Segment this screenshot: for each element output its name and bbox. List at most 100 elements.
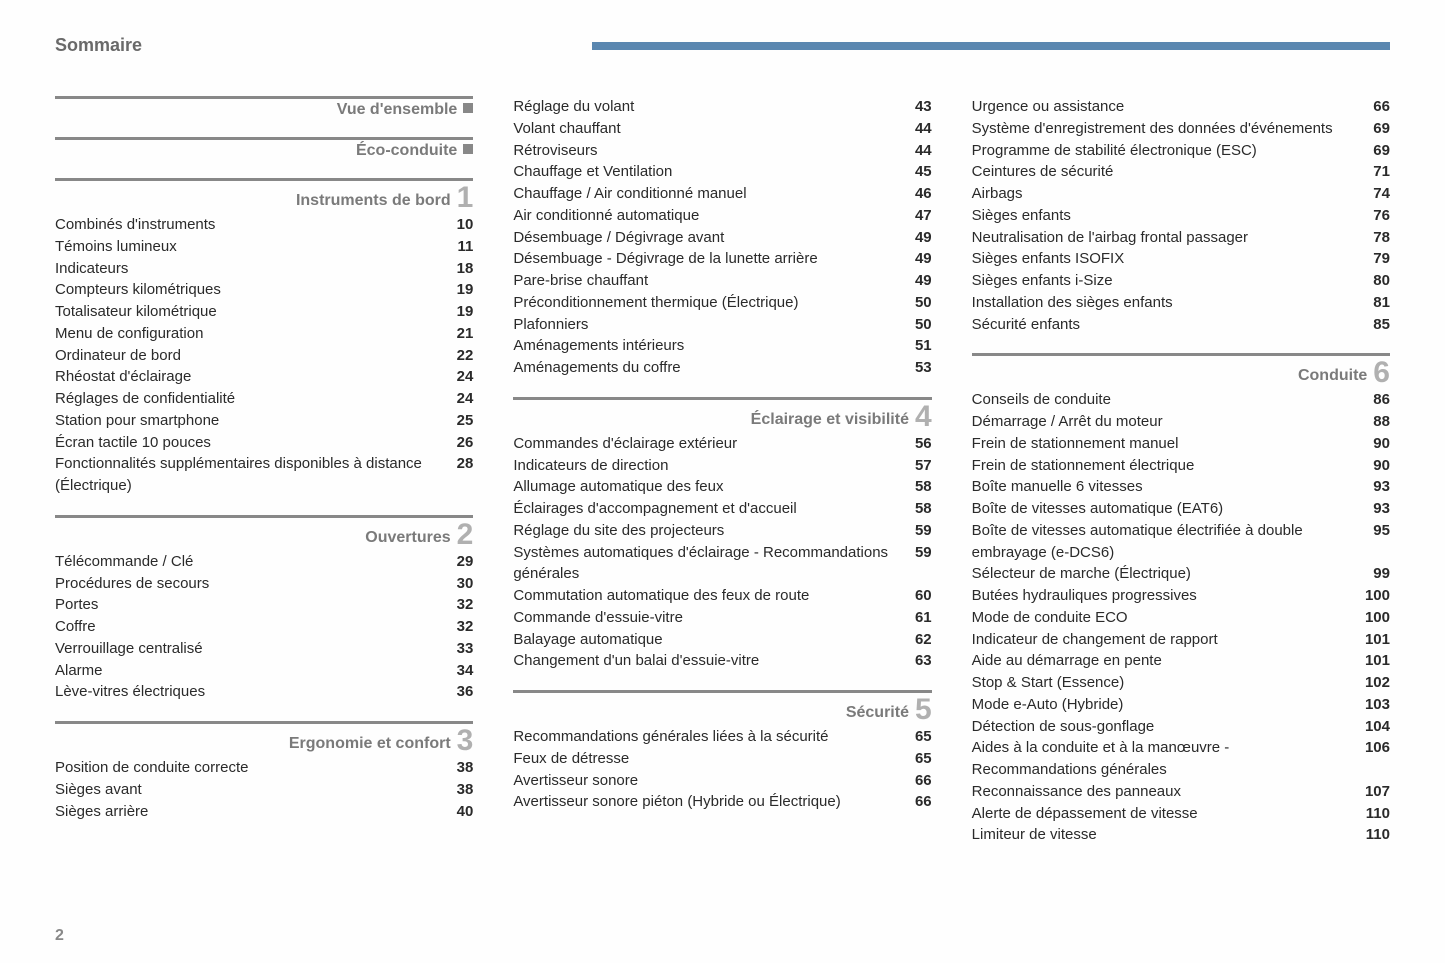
toc-entry[interactable]: Programme de stabilité électronique (ESC… <box>972 140 1390 162</box>
toc-entry[interactable]: Chauffage / Air conditionné manuel46 <box>513 183 931 205</box>
toc-entry[interactable]: Lève-vitres électriques36 <box>55 681 473 703</box>
toc-entry[interactable]: Compteurs kilométriques19 <box>55 279 473 301</box>
toc-entry[interactable]: Portes32 <box>55 594 473 616</box>
toc-entry[interactable]: Procédures de secours30 <box>55 573 473 595</box>
toc-entry[interactable]: Sièges enfants76 <box>972 205 1390 227</box>
toc-entry-page: 44 <box>902 118 932 140</box>
toc-entry[interactable]: Urgence ou assistance66 <box>972 96 1390 118</box>
toc-entry[interactable]: Frein de stationnement électrique90 <box>972 455 1390 477</box>
toc-entry[interactable]: Changement d'un balai d'essuie-vitre63 <box>513 650 931 672</box>
toc-entry[interactable]: Airbags74 <box>972 183 1390 205</box>
toc-entry[interactable]: Sécurité enfants85 <box>972 314 1390 336</box>
toc-entry[interactable]: Alarme34 <box>55 660 473 682</box>
toc-entry[interactable]: Sièges enfants ISOFIX79 <box>972 248 1390 270</box>
toc-entry[interactable]: Réglages de confidentialité24 <box>55 388 473 410</box>
toc-entry[interactable]: Démarrage / Arrêt du moteur88 <box>972 411 1390 433</box>
toc-entry[interactable]: Éclairages d'accompagnement et d'accueil… <box>513 498 931 520</box>
toc-entry[interactable]: Air conditionné automatique47 <box>513 205 931 227</box>
toc-entry[interactable]: Système d'enregistrement des données d'é… <box>972 118 1390 140</box>
toc-entry[interactable]: Verrouillage centralisé33 <box>55 638 473 660</box>
toc-entry[interactable]: Aménagements du coffre53 <box>513 357 931 379</box>
toc-entry[interactable]: Recommandations générales liées à la séc… <box>513 726 931 748</box>
toc-entry[interactable]: Aménagements intérieurs51 <box>513 335 931 357</box>
toc-entry-label: Réglage du site des projecteurs <box>513 520 901 542</box>
toc-entry[interactable]: Avertisseur sonore piéton (Hybride ou Él… <box>513 791 931 813</box>
toc-entry-page: 93 <box>1360 476 1390 498</box>
toc-entry[interactable]: Menu de configuration21 <box>55 323 473 345</box>
section-header: Sécurité5 <box>513 690 931 722</box>
toc-entry[interactable]: Sélecteur de marche (Électrique)99 <box>972 563 1390 585</box>
toc-entry[interactable]: Témoins lumineux11 <box>55 236 473 258</box>
toc-entry[interactable]: Rétroviseurs44 <box>513 140 931 162</box>
toc-entry[interactable]: Feux de détresse65 <box>513 748 931 770</box>
toc-entry[interactable]: Ordinateur de bord22 <box>55 345 473 367</box>
toc-entry[interactable]: Boîte de vitesses automatique électrifié… <box>972 520 1390 564</box>
toc-entry-page: 49 <box>902 227 932 249</box>
toc-entry[interactable]: Plafonniers50 <box>513 314 931 336</box>
toc-entry-label: Coffre <box>55 616 443 638</box>
toc-entry[interactable]: Boîte de vitesses automatique (EAT6)93 <box>972 498 1390 520</box>
toc-entry[interactable]: Volant chauffant44 <box>513 118 931 140</box>
toc-entry[interactable]: Frein de stationnement manuel90 <box>972 433 1390 455</box>
toc-entry-page: 43 <box>902 96 932 118</box>
toc-entry[interactable]: Fonctionnalités supplémentaires disponib… <box>55 453 473 497</box>
toc-entry-page: 56 <box>902 433 932 455</box>
toc-entry[interactable]: Réglage du volant43 <box>513 96 931 118</box>
toc-entry-label: Chauffage / Air conditionné manuel <box>513 183 901 205</box>
toc-entry[interactable]: Préconditionnement thermique (Électrique… <box>513 292 931 314</box>
toc-entry[interactable]: Désembuage / Dégivrage avant49 <box>513 227 931 249</box>
toc-entry[interactable]: Sièges arrière40 <box>55 801 473 823</box>
toc-entry-page: 32 <box>443 616 473 638</box>
toc-entry[interactable]: Station pour smartphone25 <box>55 410 473 432</box>
toc-entry[interactable]: Télécommande / Clé29 <box>55 551 473 573</box>
toc-entry[interactable]: Désembuage - Dégivrage de la lunette arr… <box>513 248 931 270</box>
toc-entry-label: Stop & Start (Essence) <box>972 672 1360 694</box>
toc-entry[interactable]: Pare-brise chauffant49 <box>513 270 931 292</box>
toc-entry[interactable]: Boîte manuelle 6 vitesses93 <box>972 476 1390 498</box>
toc-entry[interactable]: Position de conduite correcte38 <box>55 757 473 779</box>
toc-entry-label: Systèmes automatiques d'éclairage - Reco… <box>513 542 901 586</box>
toc-entry[interactable]: Butées hydrauliques progressives100 <box>972 585 1390 607</box>
toc-entry-page: 69 <box>1360 140 1390 162</box>
section-marker-icon <box>463 144 473 154</box>
toc-entry[interactable]: Installation des sièges enfants81 <box>972 292 1390 314</box>
toc-entry[interactable]: Totalisateur kilométrique19 <box>55 301 473 323</box>
toc-entry[interactable]: Indicateur de changement de rapport101 <box>972 629 1390 651</box>
toc-entry[interactable]: Limiteur de vitesse110 <box>972 824 1390 846</box>
toc-entry[interactable]: Chauffage et Ventilation45 <box>513 161 931 183</box>
toc-entry[interactable]: Ceintures de sécurité71 <box>972 161 1390 183</box>
toc-entry[interactable]: Aide au démarrage en pente101 <box>972 650 1390 672</box>
toc-entry[interactable]: Indicateurs18 <box>55 258 473 280</box>
toc-entry[interactable]: Détection de sous-gonflage104 <box>972 716 1390 738</box>
toc-entry[interactable]: Avertisseur sonore66 <box>513 770 931 792</box>
toc-entry[interactable]: Commandes d'éclairage extérieur56 <box>513 433 931 455</box>
toc-entry-page: 25 <box>443 410 473 432</box>
toc-entry-page: 46 <box>902 183 932 205</box>
toc-entry[interactable]: Indicateurs de direction57 <box>513 455 931 477</box>
toc-entry[interactable]: Aides à la conduite et à la manœuvre - R… <box>972 737 1390 781</box>
toc-entry[interactable]: Systèmes automatiques d'éclairage - Reco… <box>513 542 931 586</box>
toc-entry-page: 21 <box>443 323 473 345</box>
toc-entry[interactable]: Allumage automatique des feux58 <box>513 476 931 498</box>
toc-entry[interactable]: Alerte de dépassement de vitesse110 <box>972 803 1390 825</box>
toc-entry[interactable]: Réglage du site des projecteurs59 <box>513 520 931 542</box>
toc-entry[interactable]: Mode e-Auto (Hybride)103 <box>972 694 1390 716</box>
toc-entry[interactable]: Commande d'essuie-vitre61 <box>513 607 931 629</box>
toc-entry[interactable]: Commutation automatique des feux de rout… <box>513 585 931 607</box>
toc-entry[interactable]: Coffre32 <box>55 616 473 638</box>
toc-entry[interactable]: Sièges enfants i-Size80 <box>972 270 1390 292</box>
toc-entry[interactable]: Sièges avant38 <box>55 779 473 801</box>
toc-entry[interactable]: Balayage automatique62 <box>513 629 931 651</box>
toc-entry[interactable]: Conseils de conduite86 <box>972 389 1390 411</box>
toc-entry[interactable]: Neutralisation de l'airbag frontal passa… <box>972 227 1390 249</box>
toc-entry-label: Sièges enfants <box>972 205 1360 227</box>
toc-entry[interactable]: Rhéostat d'éclairage24 <box>55 366 473 388</box>
toc-entry[interactable]: Combinés d'instruments10 <box>55 214 473 236</box>
toc-entry-page: 38 <box>443 779 473 801</box>
toc-entry[interactable]: Écran tactile 10 pouces26 <box>55 432 473 454</box>
toc-entry-page: 60 <box>902 585 932 607</box>
toc-entry[interactable]: Mode de conduite ECO100 <box>972 607 1390 629</box>
toc-entry[interactable]: Reconnaissance des panneaux107 <box>972 781 1390 803</box>
toc-entry[interactable]: Stop & Start (Essence)102 <box>972 672 1390 694</box>
toc-entry-page: 28 <box>443 453 473 475</box>
